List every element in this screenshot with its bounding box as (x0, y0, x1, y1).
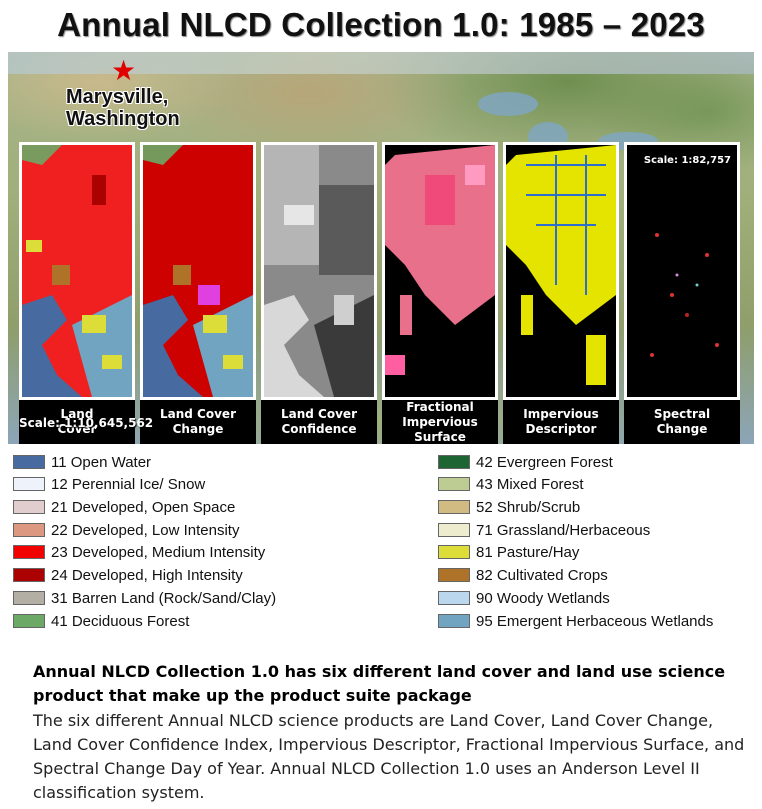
fractional-impervious-surface-caption: Fractional Impervious Surface (382, 400, 498, 444)
legend-item: 11 Open Water (13, 453, 151, 471)
legend-swatch (13, 568, 45, 582)
legend-swatch (438, 568, 470, 582)
overview-scale: Scale: 1:10,645,562 (19, 416, 154, 430)
legend-item: 42 Evergreen Forest (438, 453, 613, 471)
caption-line1: Fractional (406, 399, 474, 414)
caption-line2: Change (656, 422, 708, 436)
impervious-descriptor-caption: Impervious Descriptor (503, 400, 619, 444)
caption-line1: Land Cover (281, 407, 357, 421)
legend-item: 90 Woody Wetlands (438, 589, 610, 607)
legend-label: 43 Mixed Forest (476, 475, 584, 493)
spectral-change-image (627, 145, 737, 397)
spectral-change-panel: Scale: 1:82,757 (624, 142, 740, 400)
legend-swatch (438, 455, 470, 469)
legend-swatch (13, 523, 45, 537)
location-star-icon: ★ (111, 55, 137, 86)
legend-item: 23 Developed, Medium Intensity (13, 543, 265, 561)
land-cover-caption: Land Cover (19, 400, 135, 444)
land-cover-image (22, 145, 132, 397)
map-sky (8, 52, 754, 74)
caption-line1: Spectral (653, 407, 711, 421)
location-label: Marysville, Washington (66, 86, 180, 130)
legend-swatch (13, 545, 45, 559)
impervious-descriptor-panel (503, 142, 619, 400)
legend-swatch (438, 523, 470, 537)
legend-swatch (438, 545, 470, 559)
land-cover-change-image (143, 145, 253, 397)
legend-label: 71 Grassland/Herbaceous (476, 521, 651, 539)
legend-item: 12 Perennial Ice/ Snow (13, 475, 205, 493)
legend-label: 24 Developed, High Intensity (51, 566, 243, 584)
legend-label: 52 Shrub/Scrub (476, 498, 581, 516)
page-title: Annual NLCD Collection 1.0: 1985 – 2023 (57, 6, 705, 43)
overview-map: ★ Marysville, Washington Land Cover (8, 52, 754, 444)
caption-line1: Land Cover (160, 407, 236, 421)
caption-line1: Impervious (523, 407, 599, 421)
description-body: The six different Annual NLCD science pr… (33, 711, 745, 802)
legend-label: 90 Woody Wetlands (476, 589, 610, 607)
land-cover-confidence-caption: Land Cover Confidence (261, 400, 377, 444)
legend-label: 95 Emergent Herbaceous Wetlands (476, 612, 714, 630)
land-cover-panel (19, 142, 135, 400)
legend-label: 12 Perennial Ice/ Snow (51, 475, 206, 493)
caption-line2: Cover (57, 422, 97, 436)
legend-swatch (438, 591, 470, 605)
land-cover-change-panel (140, 142, 256, 400)
legend-item: 41 Deciduous Forest (13, 612, 189, 630)
caption-line2: Confidence (281, 422, 357, 436)
legend-item: 31 Barren Land (Rock/Sand/Clay) (13, 589, 276, 607)
description-heading: Annual NLCD Collection 1.0 has six diffe… (33, 662, 726, 705)
legend-item: 71 Grassland/Herbaceous (438, 521, 650, 539)
legend-item: 81 Pasture/Hay (438, 543, 579, 561)
legend-item: 24 Developed, High Intensity (13, 566, 243, 584)
detail-scale: Scale: 1:82,757 (643, 155, 731, 166)
spectral-change-caption: Spectral Change (624, 400, 740, 444)
legend-item: 82 Cultivated Crops (438, 566, 608, 584)
legend-swatch (13, 591, 45, 605)
legend-label: 22 Developed, Low Intensity (51, 521, 240, 539)
caption-line2: Descriptor (525, 422, 597, 436)
fractional-impervious-surface-panel (382, 142, 498, 400)
land-cover-confidence-panel (261, 142, 377, 400)
legend-label: 41 Deciduous Forest (51, 612, 190, 630)
legend-swatch (438, 500, 470, 514)
legend-swatch (13, 500, 45, 514)
legend-item: 52 Shrub/Scrub (438, 498, 580, 516)
legend-label: 23 Developed, Medium Intensity (51, 543, 266, 561)
caption-line2: Impervious Surface (402, 414, 478, 444)
legend-item: 22 Developed, Low Intensity (13, 521, 239, 539)
legend-label: 82 Cultivated Crops (476, 566, 608, 584)
land-cover-change-caption: Land Cover Change (140, 400, 256, 444)
legend-swatch (13, 477, 45, 491)
caption-line1: Land (60, 407, 94, 421)
legend-item: 43 Mixed Forest (438, 475, 584, 493)
legend-swatch (438, 614, 470, 628)
location-label-line2: Washington (66, 108, 180, 130)
caption-line2: Change (172, 422, 224, 436)
legend-label: 31 Barren Land (Rock/Sand/Clay) (51, 589, 277, 607)
legend-swatch (13, 455, 45, 469)
lake (478, 92, 538, 116)
impervious-descriptor-image (506, 145, 616, 397)
legend-swatch (13, 614, 45, 628)
legend-label: 42 Evergreen Forest (476, 453, 613, 471)
land-cover-confidence-image (264, 145, 374, 397)
legend-swatch (438, 477, 470, 491)
legend-item: 95 Emergent Herbaceous Wetlands (438, 612, 713, 630)
legend-label: 81 Pasture/Hay (476, 543, 580, 561)
location-label-line1: Marysville, (66, 86, 169, 108)
legend-label: 11 Open Water (51, 453, 152, 471)
legend-item: 21 Developed, Open Space (13, 498, 235, 516)
fractional-impervious-surface-image (385, 145, 495, 397)
legend-label: 21 Developed, Open Space (51, 498, 236, 516)
